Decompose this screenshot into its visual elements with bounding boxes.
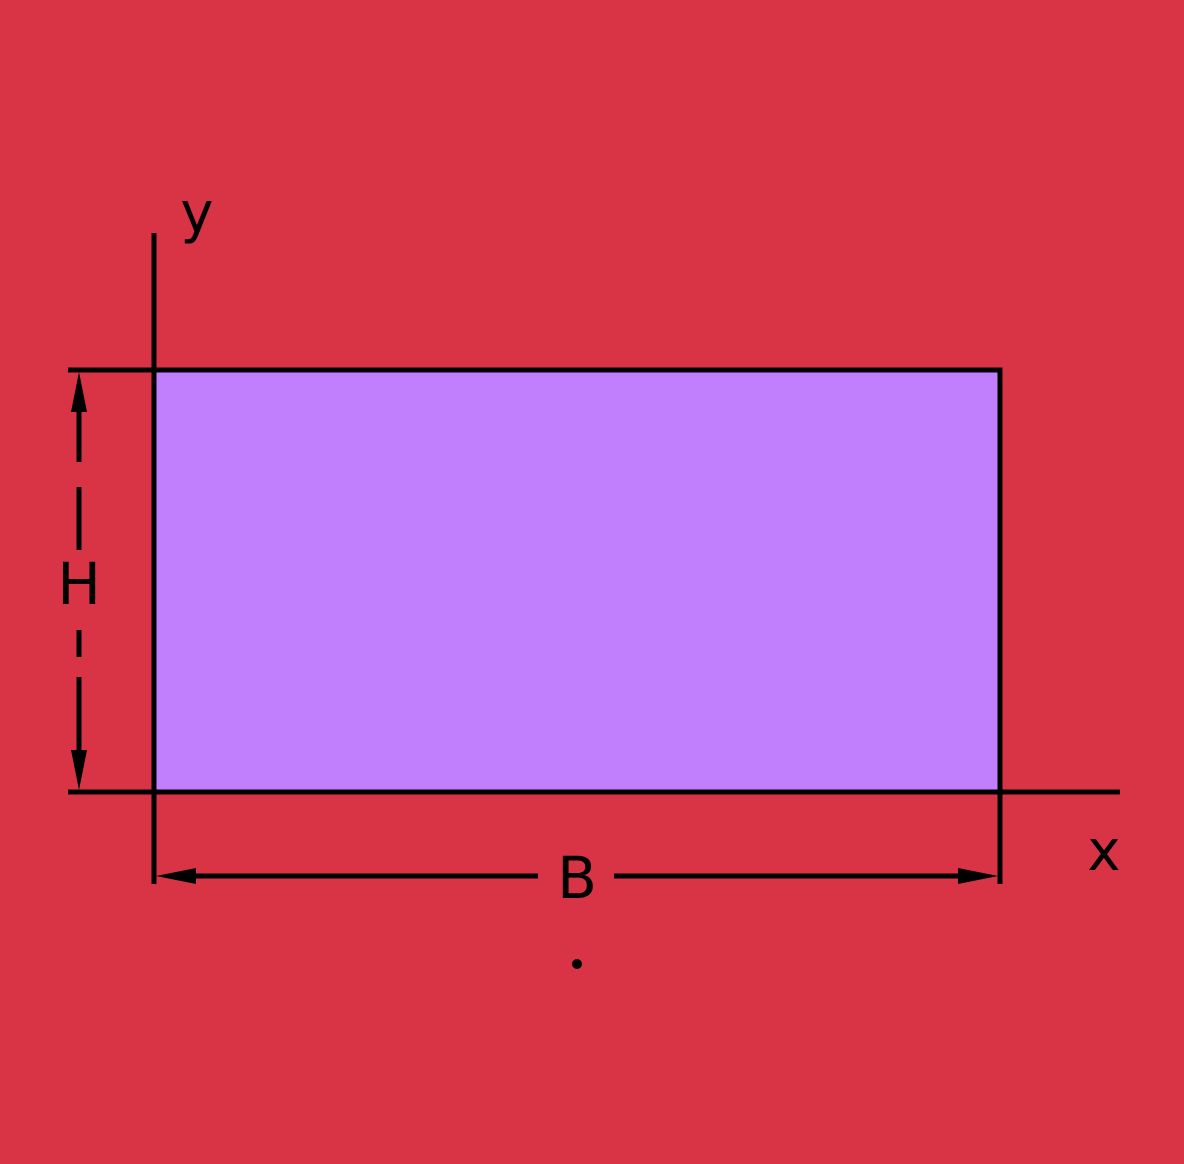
- y-axis-label: y: [180, 181, 213, 246]
- height-arrow-up: [71, 372, 87, 412]
- height-arrow-down: [71, 750, 87, 790]
- width-dimension: B: [156, 844, 998, 912]
- rectangle-section: [151, 367, 1003, 795]
- width-arrow-left: [156, 868, 196, 884]
- width-label: B: [557, 844, 597, 912]
- height-dimension: H: [57, 372, 101, 790]
- height-label: H: [57, 550, 101, 618]
- width-arrow-right: [958, 868, 998, 884]
- centroid-dot: [572, 959, 582, 969]
- x-axis-label: x: [1087, 819, 1120, 884]
